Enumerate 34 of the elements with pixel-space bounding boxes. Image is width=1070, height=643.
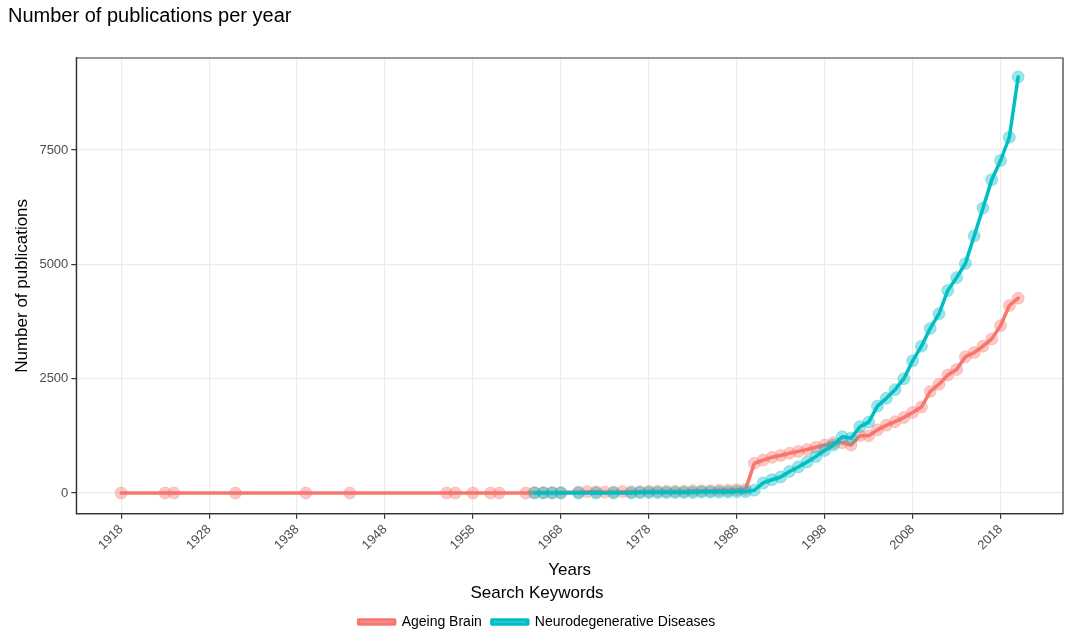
point: [862, 415, 876, 429]
point: [994, 154, 1008, 168]
point: [958, 256, 972, 270]
y-tick-label: 0: [61, 484, 69, 500]
chart-title: Number of publications per year: [8, 3, 292, 26]
point: [932, 307, 946, 321]
point: [897, 372, 911, 386]
y-tick-label: 5000: [39, 255, 69, 271]
point: [879, 391, 893, 405]
point: [774, 470, 788, 484]
y-axis-title: Number of publications: [11, 198, 31, 373]
point: [914, 339, 928, 353]
x-axis-title: Years: [548, 560, 592, 580]
point: [923, 321, 937, 335]
legend-label: Ageing Brain: [401, 612, 482, 629]
point: [906, 354, 920, 368]
point: [1011, 70, 1025, 84]
legend-label: Neurodegenerative Diseases: [534, 612, 716, 629]
point: [985, 173, 999, 187]
point: [967, 229, 981, 243]
point: [818, 443, 832, 457]
y-tick-label: 7500: [39, 141, 69, 157]
point: [870, 399, 884, 413]
point: [747, 483, 761, 497]
point: [791, 460, 805, 474]
legend-title: Search Keywords: [470, 582, 604, 602]
point: [976, 201, 990, 215]
point: [844, 431, 858, 445]
point: [941, 283, 955, 297]
y-tick-label: 2500: [39, 370, 69, 386]
point: [888, 383, 902, 397]
point: [1002, 130, 1016, 144]
point: [809, 449, 823, 463]
point: [950, 271, 964, 285]
